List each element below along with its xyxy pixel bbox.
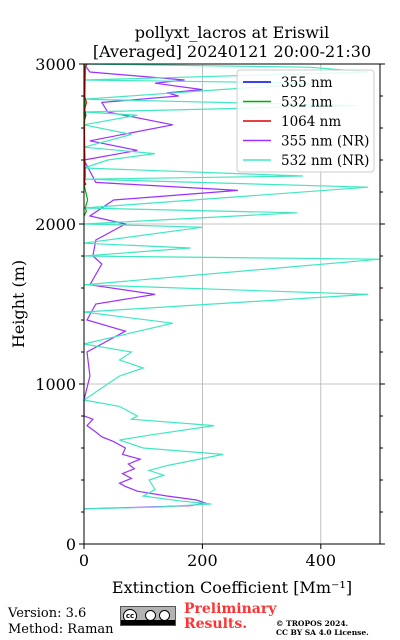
axis-ticks: 0 200 400 0 1000 2000 3000 xyxy=(35,55,385,570)
chart-subtitle: [Averaged] 20240121 20:00-21:30 xyxy=(93,42,371,61)
copyright-note: © TROPOS 2024. CC BY SA 4.0 License. xyxy=(276,619,369,637)
y-tick-label: 3000 xyxy=(35,55,76,74)
y-tick-label: 2000 xyxy=(35,215,76,234)
x-tick-label: 200 xyxy=(187,551,218,570)
series-line-355-nm-nr- xyxy=(83,63,238,510)
preliminary-line-1: Preliminary xyxy=(184,601,277,617)
y-axis-label: Height (m) xyxy=(9,260,28,348)
legend-label: 355 nm (NR) xyxy=(281,134,369,150)
preliminary-results-note: Preliminary Results. xyxy=(184,602,276,632)
legend-label: 1064 nm xyxy=(281,114,341,130)
y-tick-label: 0 xyxy=(66,535,76,554)
version-text: Version: 3.6 xyxy=(8,606,87,621)
legend-box xyxy=(236,69,375,173)
copyright-line-1: © TROPOS 2024. xyxy=(276,619,349,628)
y-tick-label: 1000 xyxy=(35,375,76,394)
legend-label: 355 nm xyxy=(281,75,333,91)
x-tick-label: 400 xyxy=(306,551,337,570)
series-line-532-nm xyxy=(83,63,89,217)
chart-title: pollyxt_lacros at Eriswil xyxy=(135,23,329,42)
legend: 355 nm 532 nm 1064 nm 355 nm (NR) 532 nm (NR… xyxy=(236,69,375,173)
cc-license-logo: cc xyxy=(120,606,176,626)
x-axis-label: Extinction Coefficient [Mm⁻¹] xyxy=(112,578,352,597)
preliminary-line-2: Results. xyxy=(184,616,248,632)
legend-label: 532 nm xyxy=(281,95,333,111)
extinction-profile-chart: pollyxt_lacros at Eriswil [Averaged] 202… xyxy=(9,23,385,597)
copyright-line-2: CC BY SA 4.0 License. xyxy=(276,628,369,637)
legend-label: 532 nm (NR) xyxy=(281,153,369,169)
x-tick-label: 0 xyxy=(79,551,89,570)
plot-frame xyxy=(83,63,381,545)
method-text: Method: Raman xyxy=(8,622,114,637)
